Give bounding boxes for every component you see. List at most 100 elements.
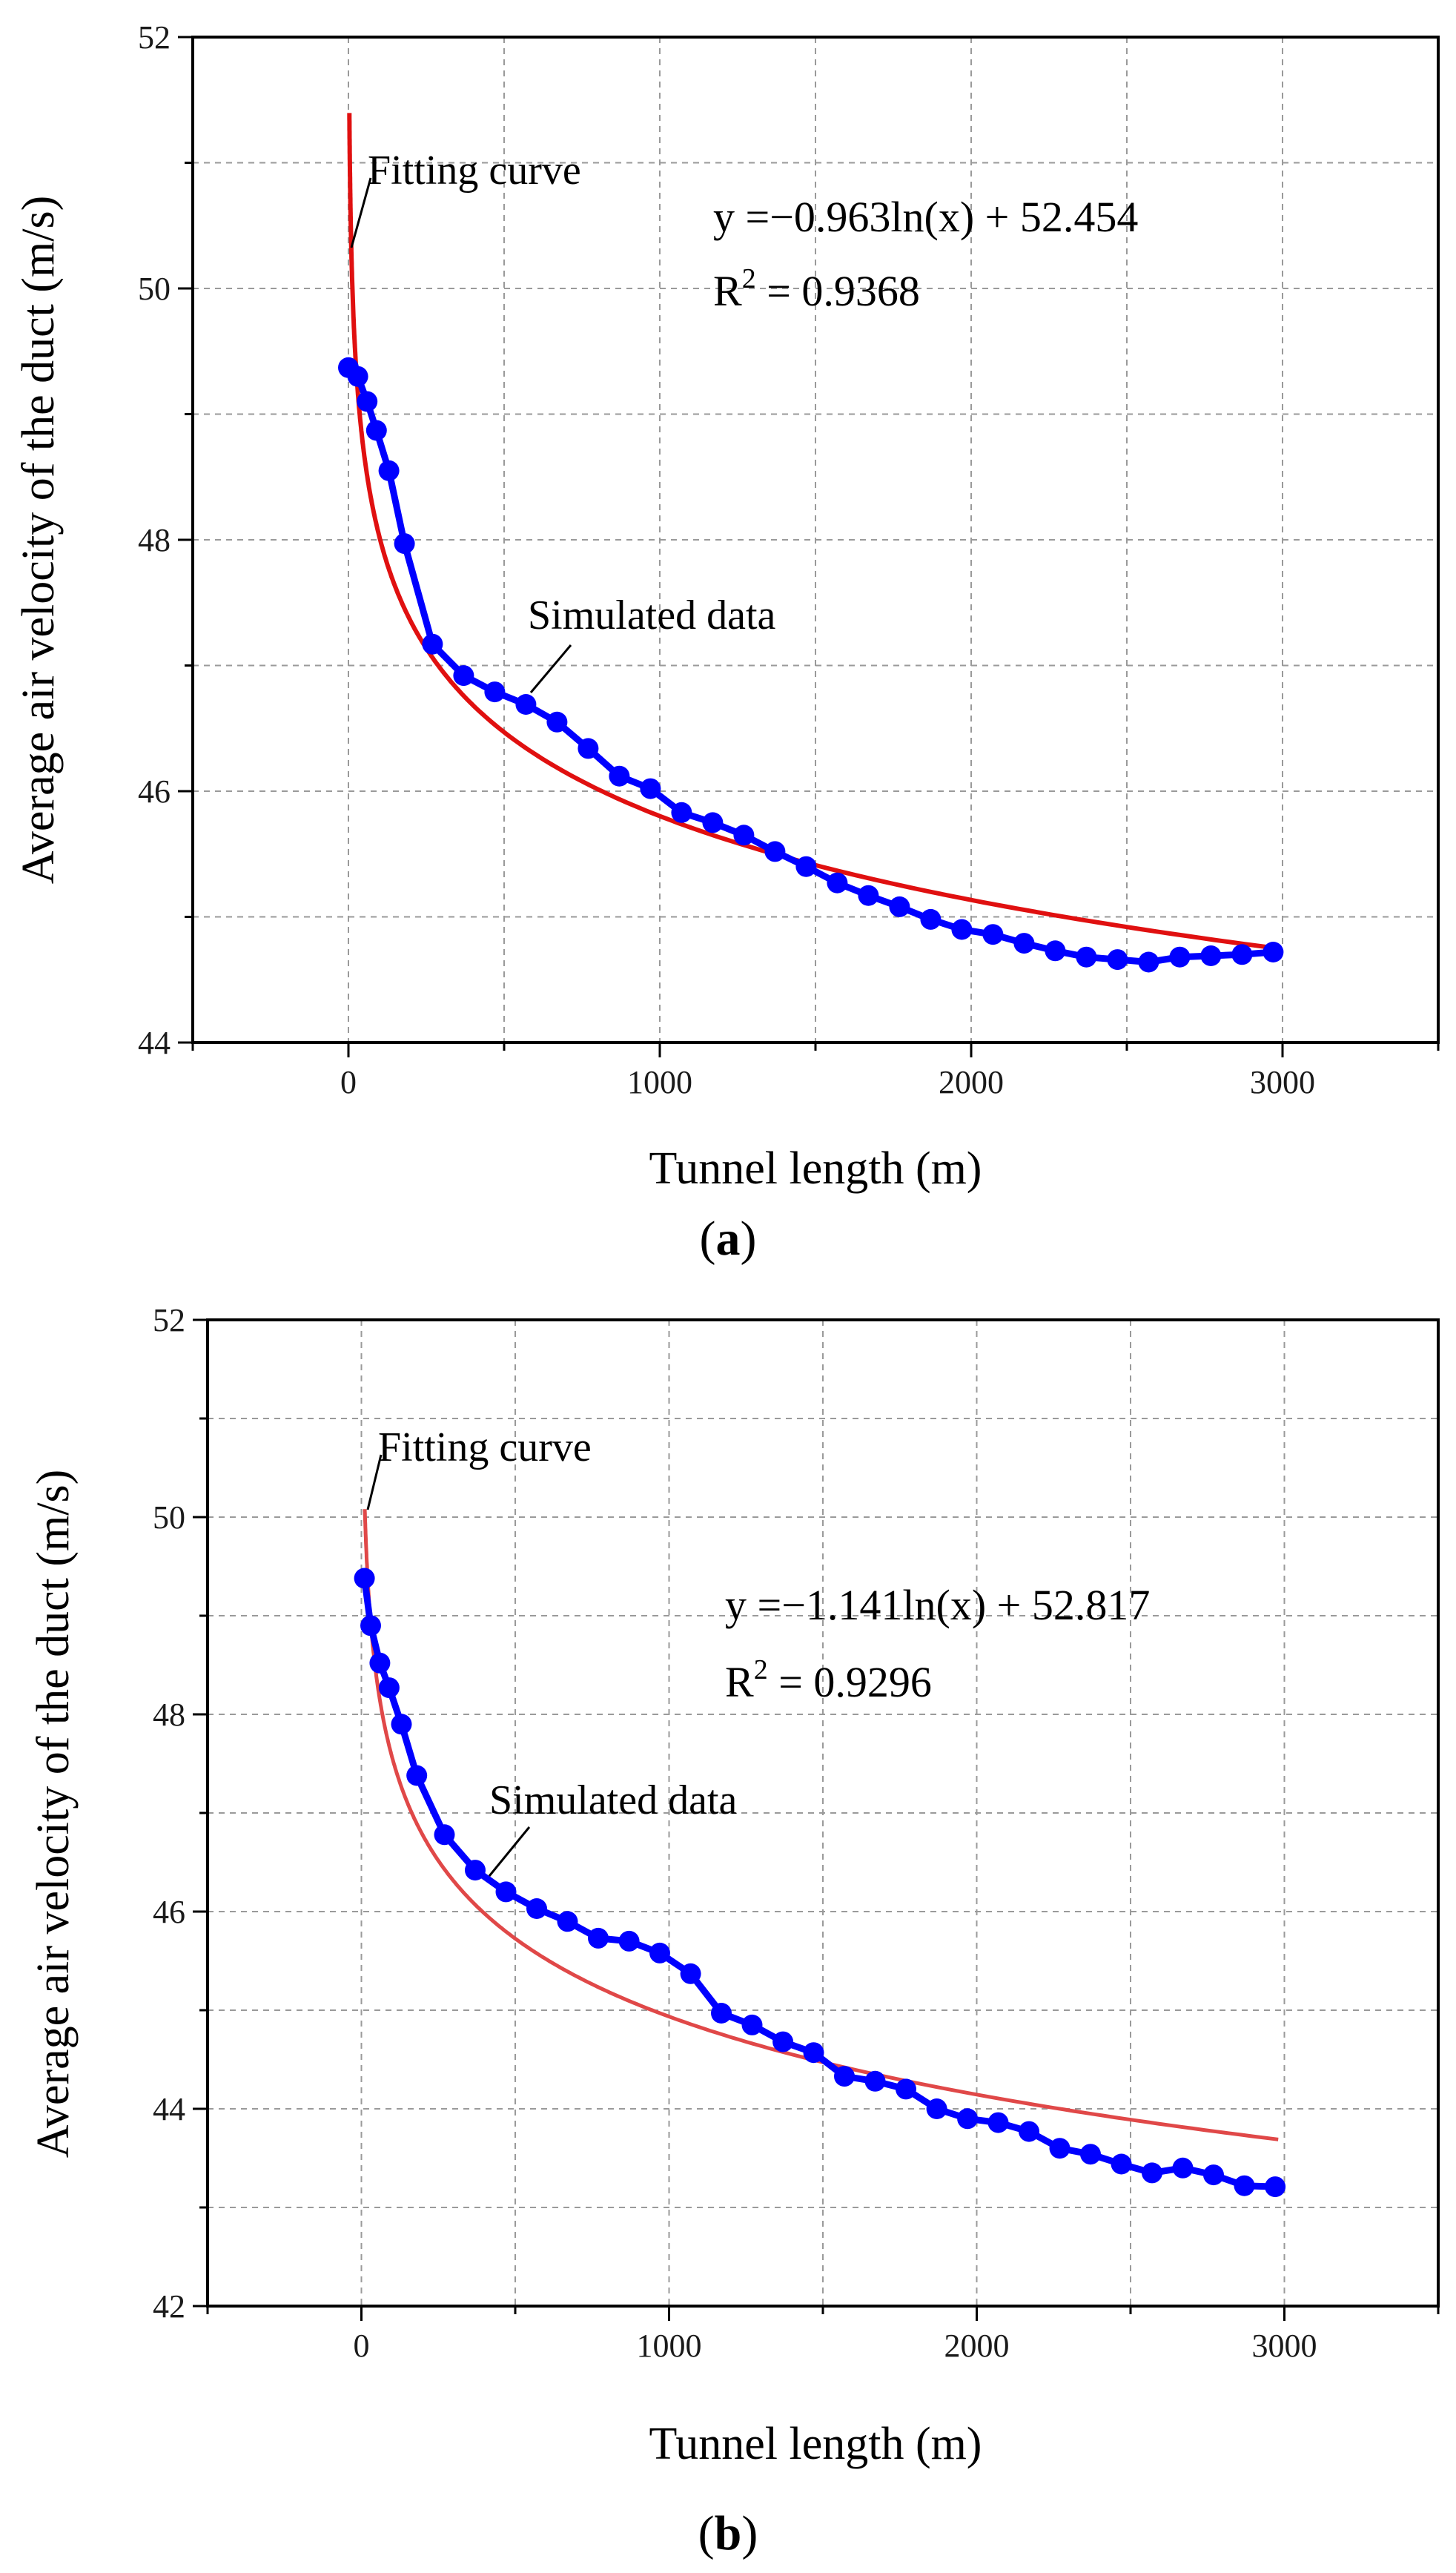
panel-a-r2-superscript: 2	[742, 263, 756, 294]
x-tick-label: 2000	[944, 2328, 1010, 2364]
panel-a-sim-leader	[529, 644, 572, 693]
simulated-data-point	[1019, 2121, 1039, 2142]
simulated-data-point	[1142, 2162, 1162, 2184]
simulated-data-point	[588, 1927, 609, 1949]
simulated-data-point	[1107, 949, 1128, 971]
simulated-data-point	[926, 2098, 947, 2119]
panel-b-letter: b	[715, 2506, 742, 2560]
simulated-data-point	[434, 1824, 455, 1846]
simulated-data-point	[347, 366, 368, 387]
y-tick-label: 52	[153, 1302, 185, 1338]
x-tick-label: 3000	[1252, 2328, 1317, 2364]
simulated-data-point	[1049, 2138, 1071, 2159]
simulated-data-point	[546, 711, 568, 733]
panel-a-fit-label: Fitting curve	[368, 148, 581, 194]
simulated-data-point	[741, 2014, 763, 2035]
simulated-data-point	[526, 1898, 547, 1919]
panel-a-caption: (a)	[700, 1212, 757, 1266]
panel-b-sim-label: Simulated data	[489, 1777, 738, 1823]
simulated-data-point	[649, 1942, 670, 1963]
panel-a-ticks	[178, 36, 1440, 1057]
panel-a-chart: 0 1000 2000 3000 44 46 48 50 52 Fitting curve Si…	[13, 19, 1440, 1266]
simulated-data-point	[733, 825, 755, 846]
panel-b-equation: y =−1.141ln(x) + 52.817	[725, 1581, 1150, 1629]
simulated-data-point	[422, 633, 443, 655]
simulated-data-point	[772, 2031, 794, 2052]
simulated-data-point	[360, 1615, 381, 1636]
simulated-data-point	[1138, 951, 1159, 973]
y-tick-label: 42	[153, 2288, 185, 2325]
simulated-data-point	[515, 694, 537, 715]
panel-a-letter: a	[716, 1212, 741, 1266]
simulated-data-point	[1045, 940, 1066, 962]
simulated-data-point	[465, 1860, 486, 1881]
panel-a-fit-layer	[347, 113, 1277, 951]
simulated-data-point	[394, 533, 415, 555]
panel-a-r2-prefix: R	[713, 267, 742, 315]
panel-a-fit-leader	[350, 177, 372, 248]
panel-b-caption: (b)	[698, 2506, 758, 2560]
panel-b-sim-layer	[354, 1568, 1286, 2198]
panel-b-grid	[208, 1320, 1438, 2306]
simulated-data-point	[640, 778, 661, 799]
x-tick-label: 3000	[1250, 1064, 1315, 1100]
simulated-data-point	[354, 1568, 375, 1589]
simulated-data-point	[711, 2003, 732, 2024]
panel-b-fit-label: Fitting curve	[378, 1424, 592, 1470]
panel-a-tick-labels: 0 1000 2000 3000 44 46 48 50 52	[138, 19, 1315, 1100]
simulated-data-point	[889, 896, 910, 917]
simulated-data-line	[361, 1577, 1276, 2190]
simulated-data-point	[618, 1930, 640, 1952]
simulated-data-point	[1080, 2144, 1101, 2165]
panel-b-r2-value: = 0.9296	[768, 1658, 932, 1706]
panel-b-tick-labels: 0 1000 2000 3000 42 44 46 48 50 52	[153, 1302, 1317, 2364]
simulated-data-point	[671, 802, 692, 823]
x-tick-label: 0	[354, 2328, 370, 2364]
simulated-data-point	[453, 665, 474, 687]
simulated-data-point	[1169, 946, 1191, 968]
simulated-data-point	[1013, 933, 1035, 954]
panel-a-sim-label: Simulated data	[528, 592, 776, 638]
panel-b-ylabel: Average air velocity of the duct (m/s)	[28, 1470, 79, 2159]
panel-a-r-squared: R2 = 0.9368	[713, 263, 920, 315]
y-tick-label: 50	[153, 1499, 185, 1536]
simulated-data-point	[987, 2112, 1009, 2133]
simulated-data-point	[795, 856, 817, 877]
y-tick-label: 46	[153, 1894, 185, 1930]
simulated-data-point	[578, 738, 599, 759]
simulated-data-point	[495, 1881, 517, 1903]
simulated-data-point	[982, 924, 1004, 945]
simulated-data-point	[858, 885, 879, 906]
simulated-data-point	[920, 908, 942, 930]
x-tick-label: 0	[340, 1064, 357, 1100]
simulated-data-point	[680, 1963, 701, 1984]
simulated-data-point	[365, 420, 387, 441]
simulated-data-point	[378, 460, 400, 481]
panel-b-r2-superscript: 2	[754, 1654, 768, 1685]
simulated-data-point	[1076, 946, 1097, 968]
y-tick-label: 44	[138, 1025, 171, 1061]
panel-b-fit-leader	[366, 1454, 383, 1510]
x-tick-label: 1000	[627, 1064, 692, 1100]
panel-b-ticks	[193, 1318, 1440, 2321]
panel-a-r2-value: = 0.9368	[756, 267, 920, 315]
panel-b-xlabel: Tunnel length (m)	[649, 2419, 982, 2469]
simulated-data-point	[1234, 2175, 1255, 2196]
y-tick-label: 50	[138, 271, 171, 307]
x-tick-label: 2000	[939, 1064, 1004, 1100]
simulated-data-point	[484, 681, 506, 703]
x-tick-label: 1000	[637, 2328, 702, 2364]
simulated-data-point	[1172, 2157, 1194, 2179]
y-tick-label: 48	[138, 522, 171, 558]
simulated-data-point	[803, 2042, 824, 2064]
simulated-data-point	[702, 812, 724, 833]
simulated-data-point	[1111, 2153, 1132, 2175]
panel-a-grid	[193, 37, 1438, 1043]
panel-a-equation: y =−0.963ln(x) + 52.454	[713, 193, 1138, 241]
simulated-data-point	[391, 1714, 412, 1735]
simulated-data-point	[1200, 945, 1222, 966]
simulated-data-point	[1231, 944, 1253, 965]
simulated-data-point	[764, 841, 786, 862]
panel-a-sim-layer	[338, 357, 1284, 973]
